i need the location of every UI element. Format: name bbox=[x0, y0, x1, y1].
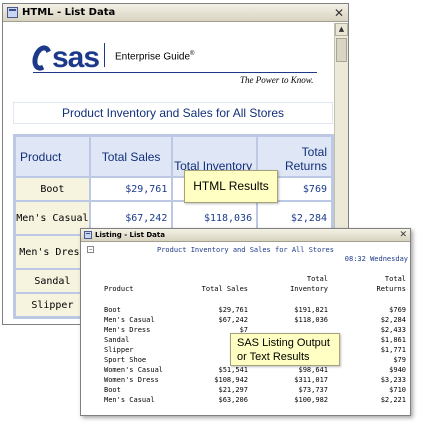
listing-product: Boot bbox=[104, 306, 121, 314]
product-cell: Men's Dress bbox=[15, 235, 90, 269]
listing-line: Women's Dress $108,942 $311,017 $3,233 bbox=[81, 376, 410, 385]
listing-inventory: $98,641 bbox=[298, 366, 328, 374]
product-name: Enterprise Guide® bbox=[115, 51, 195, 63]
listing-header-inventory: Inventory bbox=[290, 285, 328, 293]
listing-product: Men's Dress bbox=[104, 326, 151, 334]
document-icon bbox=[84, 231, 92, 239]
listing-returns: $2,221 bbox=[380, 396, 406, 404]
listing-line: Product Total Sales Inventory Returns bbox=[81, 285, 410, 294]
listing-output-callout: SAS Listing Output or Text Results bbox=[230, 333, 340, 366]
listing-sales: $51,541 bbox=[218, 366, 248, 374]
product-cell: Slipper bbox=[15, 293, 90, 317]
listing-product: Sport Shoe bbox=[104, 356, 147, 364]
listing-sales: $63,206 bbox=[218, 396, 248, 404]
close-icon[interactable]: ✕ bbox=[399, 229, 407, 240]
listing-returns: $710 bbox=[389, 386, 406, 394]
listing-sales: $67,242 bbox=[218, 316, 248, 324]
scroll-up-arrow-icon[interactable]: ▲ bbox=[335, 23, 348, 36]
listing-inventory: $118,036 bbox=[294, 316, 328, 324]
listing-timestamp: 08:32 Wednesday bbox=[344, 255, 408, 263]
listing-line: Total Total bbox=[81, 275, 410, 284]
table-row: Boot $29,761 $769 bbox=[15, 177, 332, 201]
listing-window-titlebar[interactable]: Listing - List Data ✕ bbox=[81, 229, 410, 242]
column-header-total-returns: Total Returns bbox=[257, 136, 332, 177]
listing-sales: $21,297 bbox=[218, 386, 248, 394]
logo-divider bbox=[104, 43, 105, 67]
listing-returns: $2,284 bbox=[380, 316, 406, 324]
column-header-total-sales: Total Sales bbox=[89, 136, 173, 177]
listing-returns: $79 bbox=[393, 356, 406, 364]
listing-inventory: $311,017 bbox=[294, 376, 328, 384]
collapse-icon[interactable]: − bbox=[87, 246, 94, 253]
listing-line: Boot $29,761 $191,821 $769 bbox=[81, 306, 410, 315]
listing-returns: $769 bbox=[389, 306, 406, 314]
listing-product: Women's Dress bbox=[104, 376, 159, 384]
listing-product: Women's Casual bbox=[104, 366, 164, 374]
listing-line: Men's Dress $7 $2,433 bbox=[81, 326, 410, 335]
listing-product: Men's Casual bbox=[104, 396, 155, 404]
listing-header-returns-1: Total bbox=[384, 275, 406, 283]
sas-logo: sas bbox=[29, 41, 100, 75]
listing-line: Women's Casual $51,541 $98,641 $940 bbox=[81, 366, 410, 375]
tagline: The Power to Know. bbox=[240, 75, 314, 85]
listing-body: − Product Inventory and Sales for All St… bbox=[81, 243, 410, 415]
product-cell: Sandal bbox=[15, 269, 90, 293]
listing-line: Men's Casual $67,242 $118,036 $2,284 bbox=[81, 316, 410, 325]
listing-line: Boot $21,297 $73,737 $710 bbox=[81, 386, 410, 395]
sales-cell: $29,761 bbox=[89, 177, 173, 201]
report-title: Product Inventory and Sales for All Stor… bbox=[13, 102, 333, 124]
listing-window-title: Listing - List Data bbox=[95, 231, 165, 239]
listing-header-inventory-1: Total bbox=[306, 275, 328, 283]
html-results-callout: HTML Results bbox=[184, 170, 278, 203]
product-cell: Boot bbox=[15, 177, 90, 201]
listing-inventory: $191,821 bbox=[294, 306, 328, 314]
listing-product: Men's Casual bbox=[104, 316, 155, 324]
listing-line: Men's Casual $63,206 $100,982 $2,221 bbox=[81, 396, 410, 405]
listing-returns: $1,771 bbox=[380, 346, 406, 354]
html-window-titlebar[interactable]: HTML - List Data ✕ bbox=[3, 4, 348, 22]
listing-sales: $29,761 bbox=[218, 306, 248, 314]
listing-returns: $2,433 bbox=[380, 326, 406, 334]
listing-header-product: Product bbox=[104, 285, 134, 293]
table-header-row: Product Total Sales Total Inventory Tota… bbox=[15, 136, 332, 177]
listing-inventory: $100,982 bbox=[294, 396, 328, 404]
listing-returns: $940 bbox=[389, 366, 406, 374]
html-window-title: HTML - List Data bbox=[22, 7, 116, 18]
listing-product: Slipper bbox=[104, 346, 134, 354]
scroll-thumb[interactable] bbox=[336, 38, 347, 62]
document-icon bbox=[7, 7, 18, 18]
logo-rule bbox=[33, 72, 317, 73]
listing-returns: $3,233 bbox=[380, 376, 406, 384]
listing-header-sales: Total Sales bbox=[201, 285, 248, 293]
listing-header-returns: Returns bbox=[376, 285, 406, 293]
listing-product: Boot bbox=[104, 386, 121, 394]
product-cell: Men's Casual bbox=[15, 201, 90, 235]
listing-inventory: $73,737 bbox=[298, 386, 328, 394]
listing-window[interactable]: Listing - List Data ✕ − Product Inventor… bbox=[80, 228, 411, 416]
listing-sales: $108,942 bbox=[214, 376, 248, 384]
listing-report-title: Product Inventory and Sales for All Stor… bbox=[156, 246, 334, 254]
column-header-product: Product bbox=[15, 136, 90, 177]
listing-sales: $7 bbox=[239, 326, 248, 334]
listing-returns: $1,861 bbox=[380, 336, 406, 344]
listing-product: Sandal bbox=[104, 336, 130, 344]
close-icon[interactable]: ✕ bbox=[333, 5, 344, 20]
